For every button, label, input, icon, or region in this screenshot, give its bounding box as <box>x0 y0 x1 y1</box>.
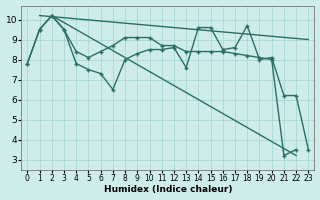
X-axis label: Humidex (Indice chaleur): Humidex (Indice chaleur) <box>104 185 232 194</box>
